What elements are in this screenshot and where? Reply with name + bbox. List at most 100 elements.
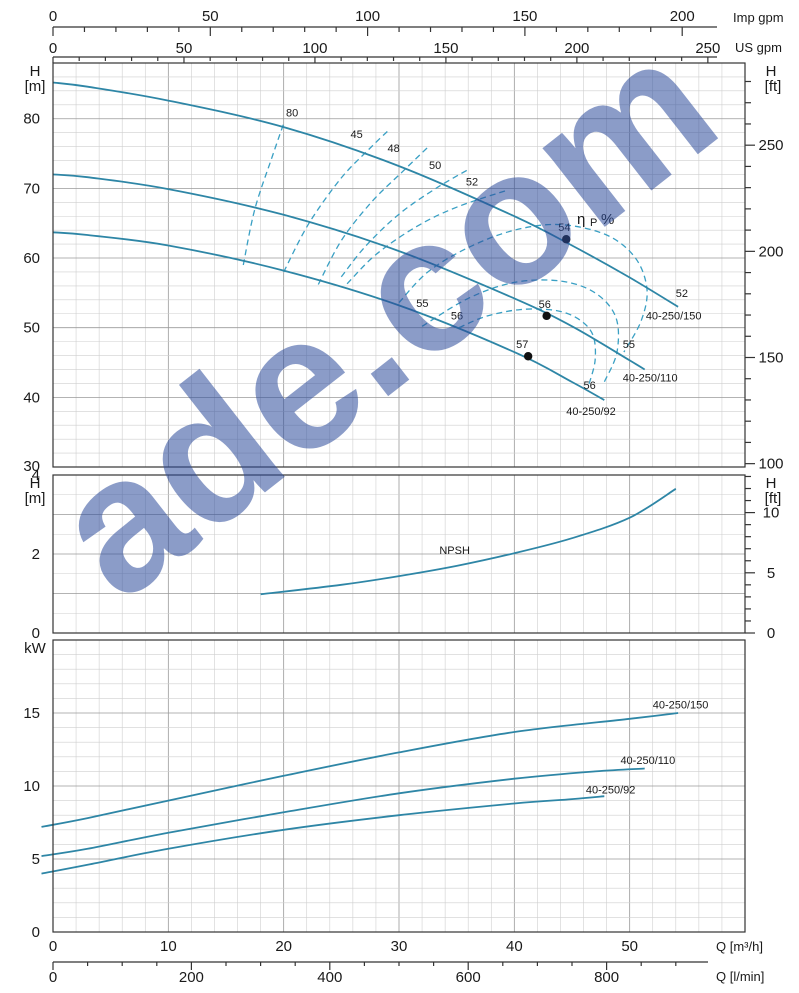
q-lmin-tick-label: 0 [49,969,57,986]
operating-point-label: 56 [539,299,551,311]
y-label-left: H [30,475,41,492]
operating-point [523,352,533,361]
curve-label: NPSH [439,545,470,557]
y-tick-left: 0 [32,924,40,941]
label-layer: Imp gpm US gpm Q [m³/h] Q [l/min] η P % … [23,8,783,986]
q-m3h-tick-label: 30 [391,938,408,955]
efficiency-contour-label: 55 [416,298,428,310]
y-tick-left: 60 [23,250,40,267]
series-line-40-250-92 [41,795,605,875]
us-gpm-tick-label: 250 [695,40,720,57]
imp-gpm-tick-label: 50 [202,8,219,25]
us-gpm-tick-label: 200 [564,40,589,57]
y-tick-left: 30 [23,458,40,475]
curve-label: 40-250/150 [646,310,702,322]
efficiency-contour-80 [242,123,285,266]
us-gpm-tick-label: 100 [302,40,327,57]
q-m3h-tick-label: 0 [49,938,57,955]
efficiency-contour-label: 48 [387,143,399,155]
series-line-40-250-92 [52,231,605,401]
q-lmin-tick-label: 400 [317,969,342,986]
efficiency-contour-label: 56 [584,380,596,392]
series-line-npsh [260,488,677,596]
q-m3h-tick-label: 10 [160,938,177,955]
us-gpm-tick-label: 0 [49,40,57,57]
y-tick-left: 10 [23,778,40,795]
y-tick-right: 250 [758,137,783,154]
curve-label: 40-250/92 [566,406,616,418]
us-gpm-tick-label: 150 [433,40,458,57]
q-m3h-unit: Q [m³/h] [716,939,763,954]
q-m3h-tick-label: 50 [621,938,638,955]
y-label-right-unit: [ft] [765,490,782,507]
curve-label: 40-250/110 [620,755,675,767]
curve-label: 40-250/110 [623,372,678,384]
grid-layer [52,62,746,933]
y-label-left-unit: [m] [25,490,46,507]
y-tick-right: 200 [758,243,783,260]
series-line-40-250-110 [52,173,646,371]
series-line-40-250-150 [52,81,679,308]
efficiency-contour-56 [421,279,620,383]
imp-gpm-unit: Imp gpm [733,10,784,25]
efficiency-contour-label: 45 [351,129,363,141]
curve-label: 40-250/92 [586,784,636,796]
y-tick-right: 150 [758,349,783,366]
efficiency-symbol: η [577,211,585,228]
us-gpm-tick-label: 50 [176,40,193,57]
y-tick-left: 15 [23,705,40,722]
us-gpm-unit: US gpm [735,40,782,55]
operating-point [562,235,571,244]
efficiency-contour-55 [398,223,648,353]
operating-point-label: 57 [516,339,528,351]
y-tick-left: 4 [32,467,40,484]
q-m3h-tick-label: 20 [275,938,292,955]
efficiency-sub: P [590,217,597,229]
operating-point-label: 54 [558,222,570,234]
q-lmin-tick-label: 800 [594,969,619,986]
frame-layer [52,26,755,970]
efficiency-contours [242,123,648,388]
y-tick-left: 40 [23,389,40,406]
y-tick-left: 50 [23,320,40,337]
q-lmin-tick-label: 600 [456,969,481,986]
q-m3h-tick-label: 40 [506,938,523,955]
efficiency-contour-48 [317,146,429,285]
y-label-left: H [30,63,41,80]
y-tick-left: 80 [23,111,40,128]
efficiency-contour-label: 52 [676,288,688,300]
imp-gpm-tick-label: 0 [49,8,57,25]
y-label-right-unit: [ft] [765,78,782,95]
efficiency-contour-label: 80 [286,108,298,120]
y-tick-right: 10 [763,505,780,522]
efficiency-contour-57 [458,308,597,388]
y-tick-right: 100 [758,456,783,473]
y-label-left-unit: [m] [25,78,46,95]
efficiency-contour-label: 50 [429,160,441,172]
curve-layer [41,81,679,875]
imp-gpm-tick-label: 150 [512,8,537,25]
y-tick-left: 2 [32,546,40,563]
efficiency-contour-50 [340,169,469,278]
panel-frame [52,639,746,933]
efficiency-contour-45 [283,130,388,273]
y-tick-left: 70 [23,180,40,197]
q-lmin-tick-label: 200 [179,969,204,986]
series-line-40-250-150 [41,712,679,828]
efficiency-contour-52 [346,189,509,285]
y-tick-left: 5 [32,851,40,868]
y-label-left: kW [24,640,47,657]
imp-gpm-tick-label: 100 [355,8,380,25]
imp-gpm-tick-label: 200 [670,8,695,25]
efficiency-contour-label: 56 [451,310,463,322]
y-label-right: H [766,63,777,80]
q-lmin-unit: Q [l/min] [716,969,764,984]
y-tick-right: 0 [767,625,775,642]
efficiency-contour-label: 52 [466,177,478,189]
y-tick-left: 0 [32,625,40,642]
curve-label: 40-250/150 [653,700,709,712]
efficiency-unit: % [601,211,614,228]
y-tick-right: 5 [767,565,775,582]
efficiency-contour-label: 55 [623,339,635,351]
